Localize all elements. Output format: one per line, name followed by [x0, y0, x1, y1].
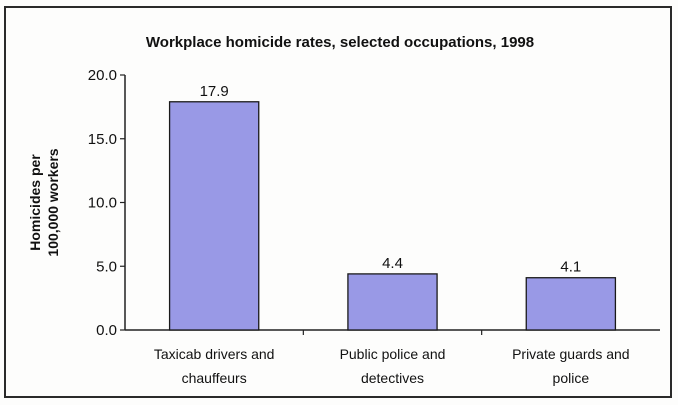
x-category-label: Taxicab drivers and chauffeurs	[154, 346, 275, 386]
y-tick-label: 0.0	[96, 322, 117, 339]
data-label: 4.4	[382, 255, 403, 272]
bar	[168, 101, 260, 331]
y-tick-label: 5.0	[96, 258, 117, 275]
y-tick-label: 10.0	[88, 195, 117, 212]
y-ticks: 0.0 5.0 10.0 15.0 20.0	[88, 67, 125, 339]
y-axis-label: Homicides per 100,000 workers	[27, 148, 61, 256]
y-axis-title: Homicides per 100,000 workers	[27, 148, 61, 256]
x-category-label: Private guards and police	[512, 346, 630, 386]
x-category-label: Public police and detectives	[340, 346, 446, 386]
y-tick-label: 20.0	[88, 67, 117, 84]
chart-title: Workplace homicide rates, selected occup…	[146, 34, 534, 51]
x-category-labels: Taxicab drivers and chauffeurs Public poli…	[154, 346, 630, 386]
data-label: 4.1	[560, 259, 581, 276]
chart-border	[4, 6, 672, 398]
bar	[525, 277, 617, 331]
bars	[168, 101, 617, 331]
data-labels: 17.9 4.4 4.1	[200, 83, 582, 276]
bar	[347, 273, 438, 331]
data-label: 17.9	[200, 83, 229, 100]
y-tick-label: 15.0	[88, 131, 117, 148]
